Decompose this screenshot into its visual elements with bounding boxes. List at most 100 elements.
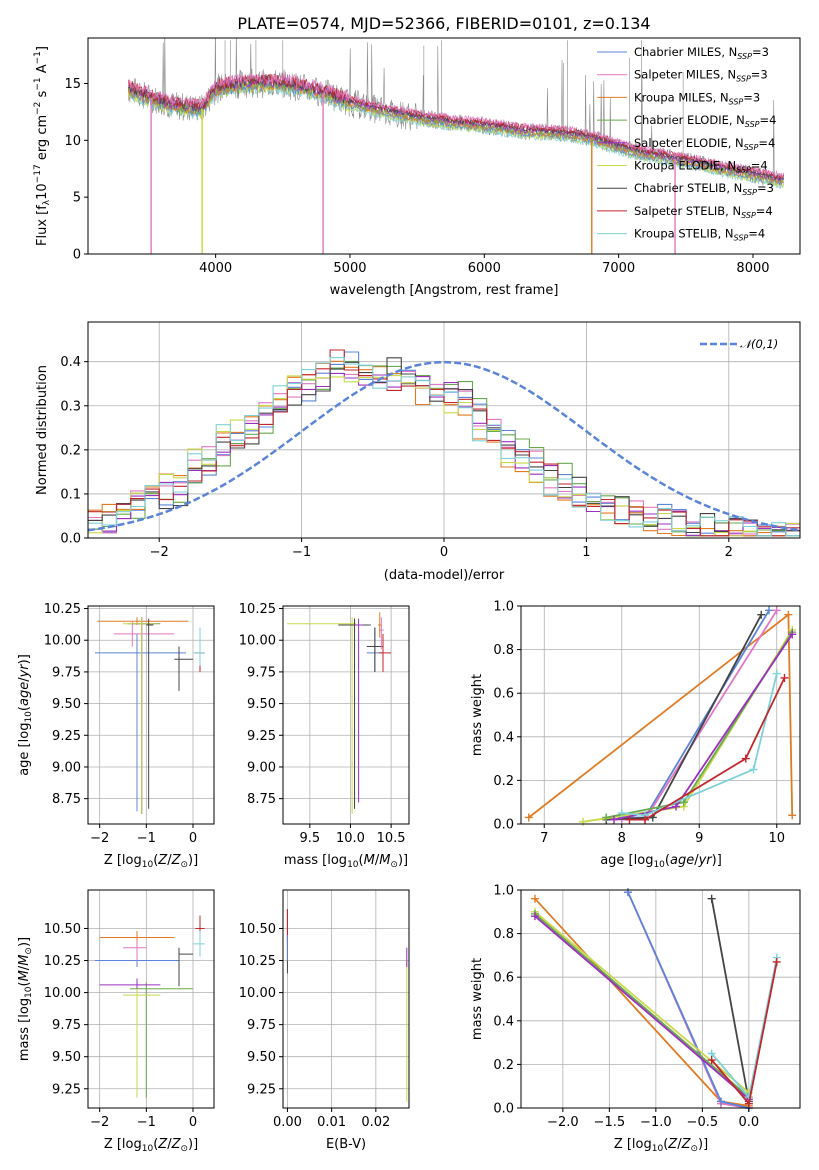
model-spectrum-1: [127, 71, 784, 179]
errorbars: [287, 612, 392, 814]
p6-ylabel: mass [log10(M/M⊙)]: [17, 937, 34, 1061]
tick-label-y: 9.75: [247, 1018, 276, 1033]
tick-label-x: −2: [90, 831, 109, 846]
tick-label-y: 9.50: [247, 1050, 276, 1065]
tick-label-x: 9.5: [299, 831, 320, 846]
weight-marker: [602, 813, 611, 822]
tick-label-y: 0.4: [493, 1014, 514, 1029]
weight-line-8: [629, 677, 786, 821]
legend-label-7: Salpeter STELIB, NSSP=4: [634, 204, 773, 220]
panel-mass-vs-Z: −2 −1 0 9.25 9.50 9.75 10.00 10.25 10.50 Z [log1…: [17, 889, 215, 1154]
tick-label-x: 8000: [736, 261, 769, 276]
panel-age-vs-Z: −2 −1 0 8.75 9.00 9.25 9.50 9.75 10.00 10.25 Z [l…: [17, 602, 215, 870]
tick-label-y: 0.4: [60, 355, 81, 370]
tick-label-y: 10.00: [44, 986, 81, 1001]
tick-label-y: 0.8: [493, 643, 514, 658]
panel-massweight-vs-Z: −2.0 −1.5 −1.0 −0.5 0.0 0.0 0.2 0.4 0.6 0.8 1.0 Z …: [470, 884, 801, 1154]
tick-label-y: 9.25: [52, 729, 81, 744]
tick-label-y: 9.25: [247, 1082, 276, 1097]
weight-marker: [530, 912, 539, 921]
tick-label-x: −1: [292, 545, 311, 560]
weight-line-6: [534, 915, 750, 1100]
p5-ylabel: mass weight: [470, 674, 485, 756]
tick-label-x: −1.0: [640, 1115, 672, 1130]
tick-label-y: 15: [64, 77, 81, 92]
weight-marker: [524, 813, 533, 822]
tick-label-x: 0: [189, 831, 197, 846]
panel-residual-histogram: −2 −1 0 1 2 0.0 0.1 0.2 0.3 0.4 (data-model)/erro…: [35, 321, 801, 583]
weight-marker: [716, 1097, 725, 1106]
tick-label-y: 0.8: [493, 927, 514, 942]
p3-ylabel: age [log10(age/yr)]: [17, 654, 34, 776]
weight-line-5: [534, 913, 750, 1098]
weight-marker: [741, 754, 750, 763]
tick-label-x: −2: [90, 1115, 109, 1130]
tick-label-y: 0.0: [60, 532, 81, 547]
tick-label-x: 5000: [333, 261, 366, 276]
tick-label-x: 9: [695, 831, 703, 846]
weight-marker: [788, 811, 797, 820]
spectrum-legend: Chabrier MILES, NSSP=3 Salpeter MILES, NS…: [597, 45, 776, 243]
legend-label-6: Chabrier STELIB, NSSP=3: [634, 181, 774, 197]
errorbars: [95, 617, 205, 814]
legend-label-8: Kroupa STELIB, NSSP=4: [634, 227, 765, 243]
spectrum-xlabel: wavelength [Angstrom, rest frame]: [330, 283, 559, 298]
tick-label-y: 0.6: [493, 687, 514, 702]
tick-label-y: 1.0: [493, 600, 514, 615]
tick-label-x: 0.02: [361, 1115, 390, 1130]
tick-label-x: 0: [189, 1115, 197, 1130]
tick-label-x: 0.01: [317, 1115, 346, 1130]
tick-label-x: 10: [768, 831, 785, 846]
tick-label-y: 0.3: [60, 399, 81, 414]
tick-label-x: 6000: [468, 261, 501, 276]
tick-label-y: 0.0: [493, 1102, 514, 1117]
tick-label-y: 8.75: [52, 792, 81, 807]
tick-label-x: 10.0: [336, 831, 365, 846]
tick-label-y: 0.2: [493, 1058, 514, 1073]
p3-xlabel: Z [log10(Z/Z⊙)]: [104, 853, 198, 870]
tick-label-y: 9.50: [52, 697, 81, 712]
spectrum-ylabel: Flux [fλ10−17 erg cm−2 s−1 A−1]: [33, 46, 52, 246]
weight-marker: [617, 809, 626, 818]
tick-label-x: 10.5: [377, 831, 406, 846]
weight-marker: [772, 957, 781, 966]
tick-label-x: 4000: [199, 261, 232, 276]
weight-marker: [707, 1056, 716, 1065]
weight-marker: [784, 610, 793, 619]
spectrum-title: PLATE=0574, MJD=52366, FIBERID=0101, z=0…: [237, 14, 650, 33]
weight-marker: [772, 669, 781, 678]
tick-label-y: 0.2: [60, 443, 81, 458]
weight-marker: [788, 630, 797, 639]
tick-label-x: 2: [725, 545, 733, 560]
p8-ylabel: mass weight: [470, 958, 485, 1040]
tick-label-y: 0.2: [493, 774, 514, 789]
tick-label-y: 9.25: [247, 729, 276, 744]
tick-label-x: −1: [137, 1115, 156, 1130]
panel-mass-vs-ebv: 0.00 0.01 0.029.259.509.7510.0010.2510.50 …: [239, 889, 410, 1152]
tick-label-y: 10.25: [239, 954, 276, 969]
histogram-ylabel: Normed distribution: [35, 365, 50, 495]
p5-xlabel: age [log10(age/yr)]: [600, 853, 722, 870]
tick-label-x: 7000: [602, 261, 635, 276]
tick-label-y: 5: [73, 191, 81, 206]
tick-label-y: 9.75: [52, 665, 81, 680]
tick-label-y: 10.25: [44, 602, 81, 617]
tick-label-y: 0: [73, 248, 81, 263]
tick-label-y: 10.00: [239, 986, 276, 1001]
tick-label-y: 10: [64, 134, 81, 149]
tick-label-y: 0.1: [60, 487, 81, 502]
histogram-legend-label: 𝒩(0,1): [740, 337, 778, 351]
tick-label-y: 9.50: [52, 1050, 81, 1065]
tick-label-x: 0.00: [273, 1115, 302, 1130]
errorbars: [95, 915, 205, 1098]
weight-marker: [672, 802, 680, 811]
tick-label-y: 9.50: [247, 697, 276, 712]
errorbars: [286, 909, 408, 1102]
weight-marker: [530, 894, 539, 903]
p6-xlabel: Z [log10(Z/Z⊙)]: [104, 1137, 198, 1154]
tick-label-x: 1: [582, 545, 590, 560]
tick-label-y: 1.0: [493, 884, 514, 899]
legend-label-0: Chabrier MILES, NSSP=3: [634, 45, 769, 61]
panel-massweight-vs-age: 7 8 9 10 0.0 0.2 0.4 0.6 0.8 1.0 age [log10(age/y…: [470, 600, 801, 870]
